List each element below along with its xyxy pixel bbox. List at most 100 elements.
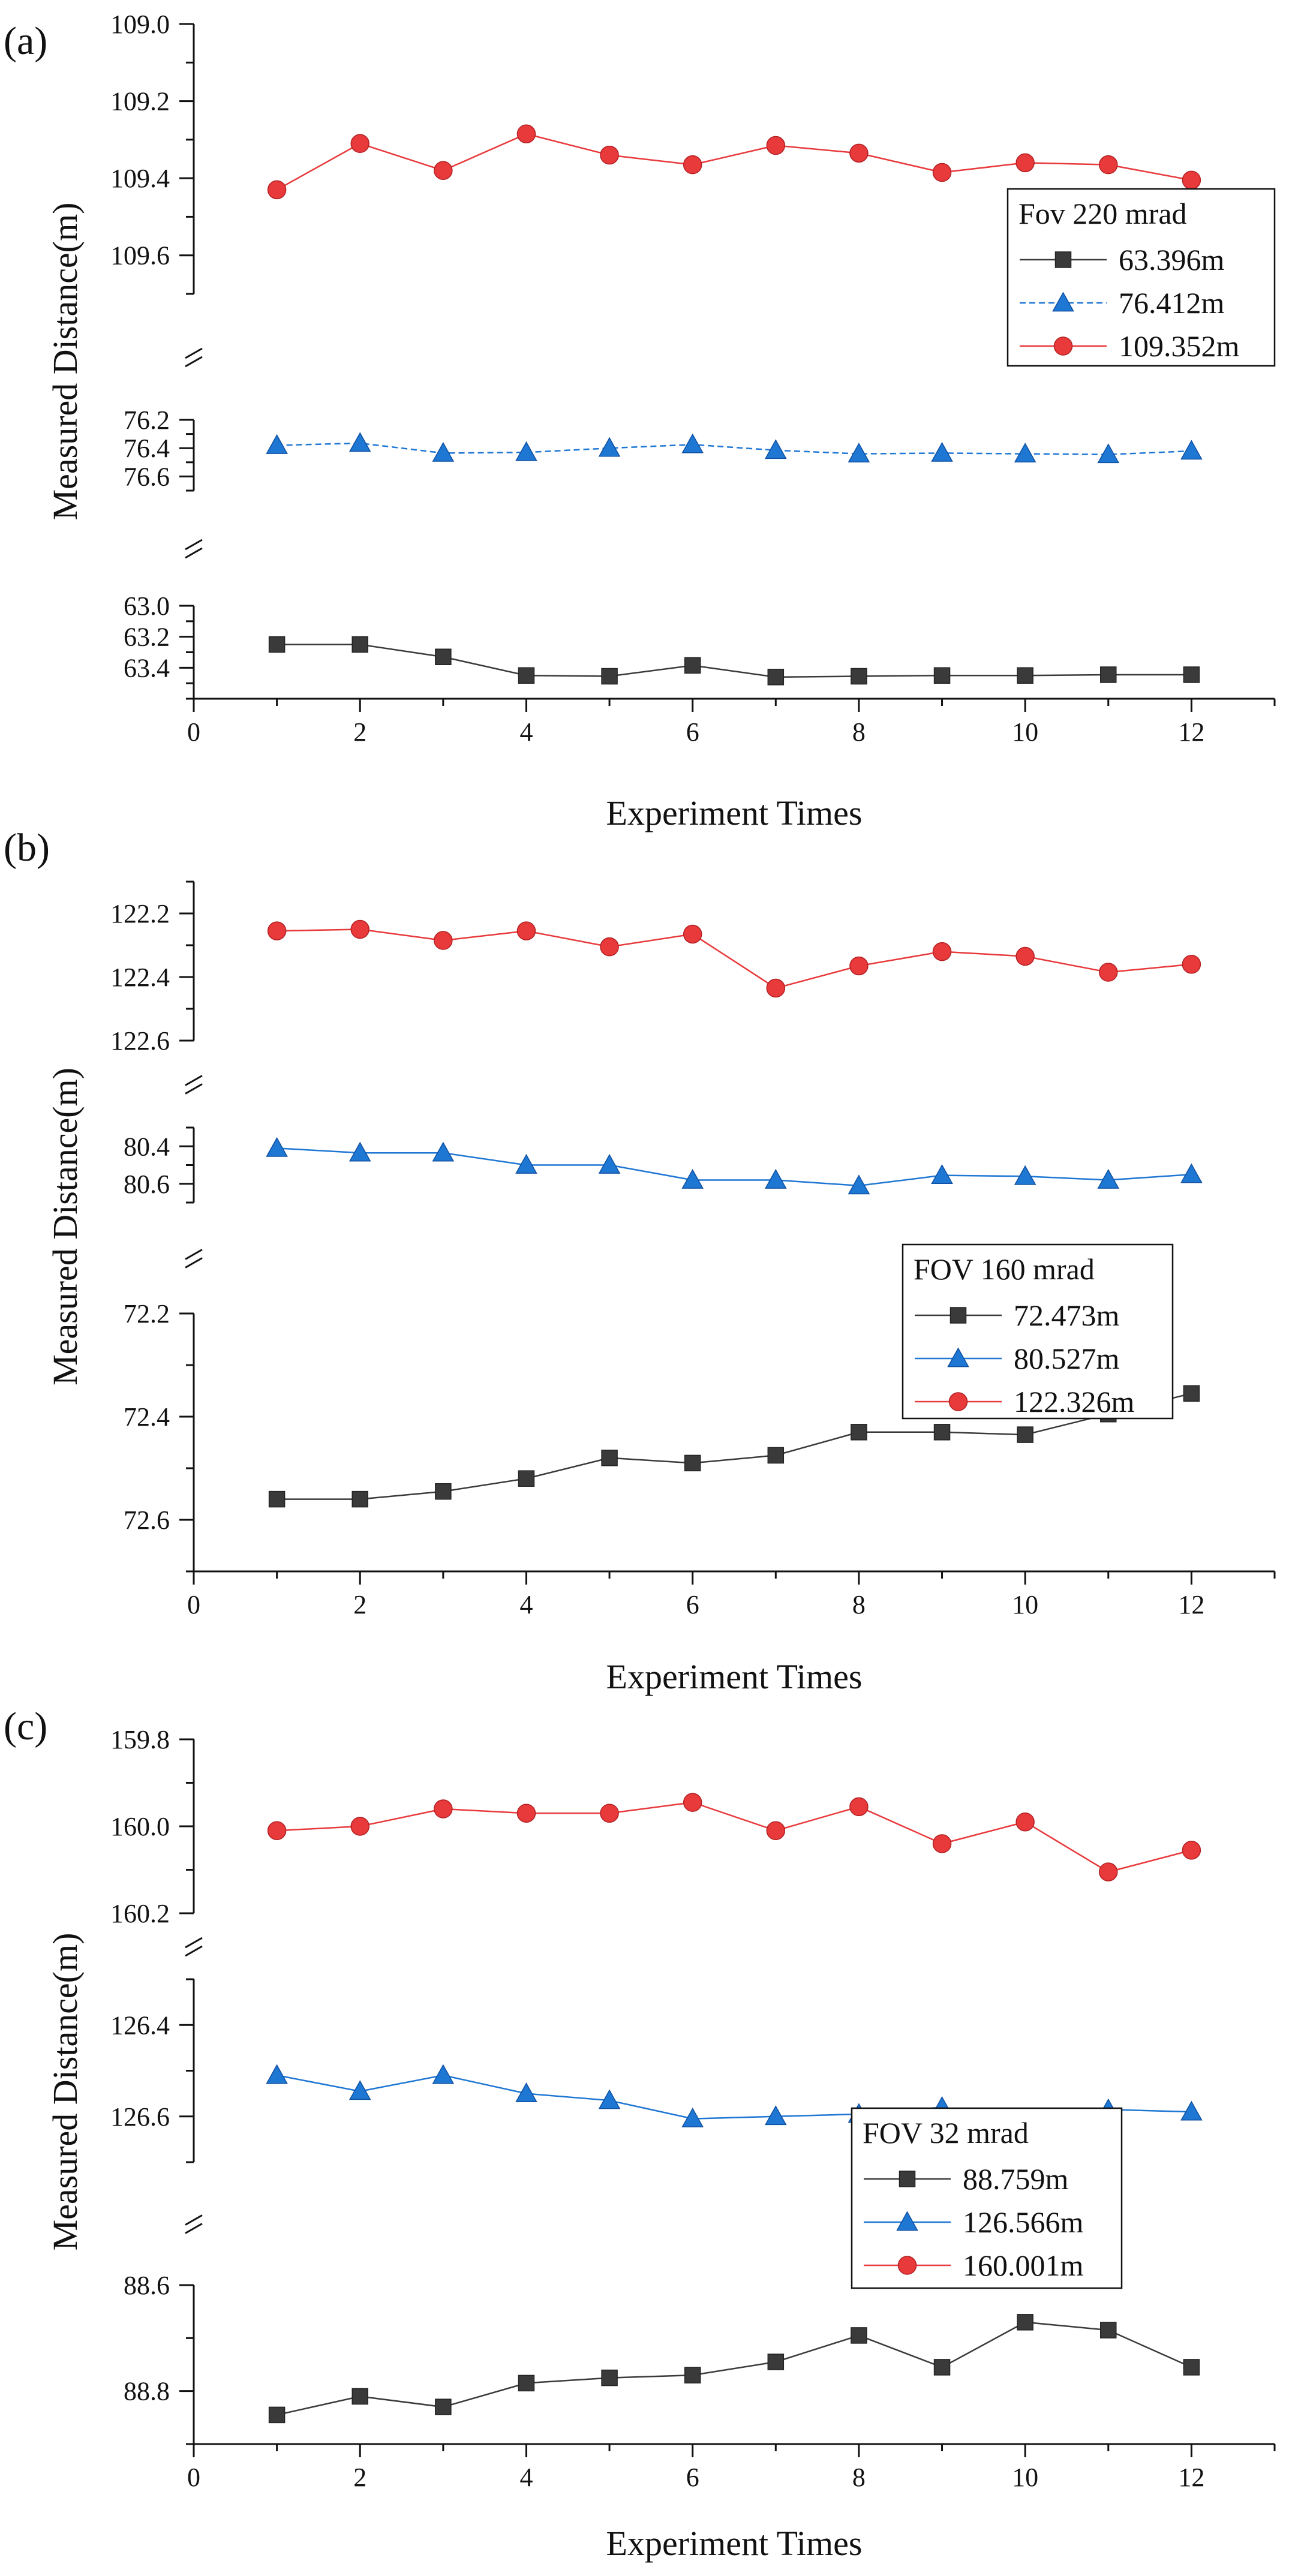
data-point — [601, 2369, 618, 2386]
data-point — [1015, 1812, 1035, 1832]
series-72.473m — [268, 1385, 1200, 1508]
x-tick-label: 8 — [852, 1590, 866, 1619]
data-point — [767, 669, 785, 686]
data-point — [351, 2388, 368, 2405]
data-point — [931, 441, 953, 462]
data-point — [851, 2327, 867, 2344]
data-point — [681, 433, 704, 453]
data-point — [515, 2082, 537, 2102]
legend-marker — [1054, 251, 1072, 268]
series-122.326m — [267, 919, 1201, 998]
data-point — [1017, 667, 1033, 684]
data-point — [933, 667, 951, 684]
data-point — [598, 2089, 621, 2109]
legend: FOV 160 mrad 72.473m 80.527m 122.326m — [902, 1243, 1174, 1420]
legend-marker — [897, 2256, 917, 2275]
series-63.396m — [268, 636, 1200, 686]
data-point — [350, 134, 369, 154]
series-76.412m — [266, 432, 1203, 464]
data-point — [266, 2064, 288, 2084]
data-point — [434, 161, 453, 181]
data-point — [268, 1490, 286, 1508]
x-tick-label: 6 — [686, 717, 699, 747]
data-point — [516, 124, 536, 143]
legend-box — [851, 2107, 1123, 2289]
data-point — [849, 1797, 869, 1817]
series-109.352m — [267, 124, 1201, 200]
x-tick-label: 10 — [1012, 2463, 1038, 2492]
data-point — [350, 1817, 369, 1836]
y-tick-label: 76.6 — [124, 462, 170, 491]
data-point — [684, 657, 701, 674]
legend-box — [1006, 188, 1276, 367]
y-tick-label: 109.0 — [110, 10, 170, 39]
data-point — [600, 145, 619, 165]
data-point — [598, 437, 621, 457]
data-point — [766, 978, 786, 998]
y-tick-label: 109.6 — [110, 241, 170, 270]
legend-entry-label: 72.473m — [1014, 1298, 1120, 1332]
x-tick-label: 0 — [187, 717, 200, 747]
data-point — [848, 1174, 870, 1195]
data-point — [435, 1483, 452, 1500]
axis-break-mark — [185, 2214, 203, 2226]
series-160.001m — [267, 1793, 1201, 1881]
legend-entry-label: 126.566m — [963, 2205, 1084, 2239]
data-point — [1183, 1385, 1200, 1402]
data-point — [598, 1153, 621, 1174]
legend-title: FOV 160 mrad — [914, 1252, 1095, 1286]
legend-entry-label: 63.396m — [1119, 243, 1225, 276]
legend-marker — [950, 1307, 967, 1324]
y-tick-label: 76.4 — [124, 434, 170, 463]
y-tick-label: 122.2 — [110, 899, 170, 928]
legend-box — [902, 1243, 1174, 1420]
legend-title: Fov 220 mrad — [1018, 197, 1187, 230]
legend-marker — [896, 2211, 918, 2231]
y-tick-label: 72.6 — [124, 1505, 170, 1535]
y-tick-label: 159.8 — [110, 1725, 170, 1754]
data-point — [600, 937, 619, 957]
data-point — [348, 2080, 371, 2100]
y-tick-label: 88.8 — [124, 2377, 170, 2406]
data-point — [1180, 440, 1203, 460]
x-tick-label: 4 — [519, 717, 533, 747]
data-point — [268, 636, 286, 653]
data-point — [1015, 946, 1035, 966]
data-point — [1100, 2322, 1117, 2338]
y-tick-label: 160.0 — [110, 1812, 170, 1841]
data-point — [1099, 1862, 1118, 1881]
data-point — [1014, 443, 1036, 462]
series-80.527m — [266, 1137, 1203, 1195]
data-point — [351, 1490, 368, 1508]
x-tick-label: 6 — [686, 1590, 699, 1619]
data-point — [684, 2367, 701, 2383]
series-line — [277, 1393, 1192, 1500]
legend-entry-label: 88.759m — [963, 2162, 1069, 2196]
x-tick-label: 8 — [852, 2463, 866, 2492]
series-line — [277, 928, 1192, 989]
series-line — [277, 442, 1192, 456]
data-point — [849, 956, 869, 976]
legend-marker — [1052, 291, 1074, 312]
data-point — [765, 1168, 787, 1189]
data-point — [684, 1454, 701, 1472]
axis-break-mark — [185, 1083, 203, 1095]
x-axis-title: Experiment Times — [606, 793, 863, 832]
x-tick-label: 2 — [353, 2463, 366, 2492]
data-point — [266, 434, 288, 454]
data-point — [518, 667, 535, 684]
data-point — [766, 1821, 786, 1840]
data-point — [267, 921, 287, 940]
legend-marker — [899, 2171, 916, 2187]
data-point — [683, 924, 702, 944]
x-tick-label: 12 — [1178, 717, 1204, 747]
data-point — [266, 1137, 288, 1157]
series-88.759m — [268, 2314, 1200, 2424]
x-tick-label: 10 — [1012, 1590, 1038, 1619]
chart-panel-2: (b) 0 2 4 6 8 10 12 Experiment Times Measured Dis… — [4, 826, 1276, 1696]
panel-label: (a) — [4, 19, 47, 63]
y-tick-label: 63.2 — [124, 623, 170, 652]
y-tick-label: 63.0 — [124, 591, 170, 621]
data-point — [765, 439, 787, 459]
y-tick-label: 126.4 — [110, 2010, 170, 2040]
